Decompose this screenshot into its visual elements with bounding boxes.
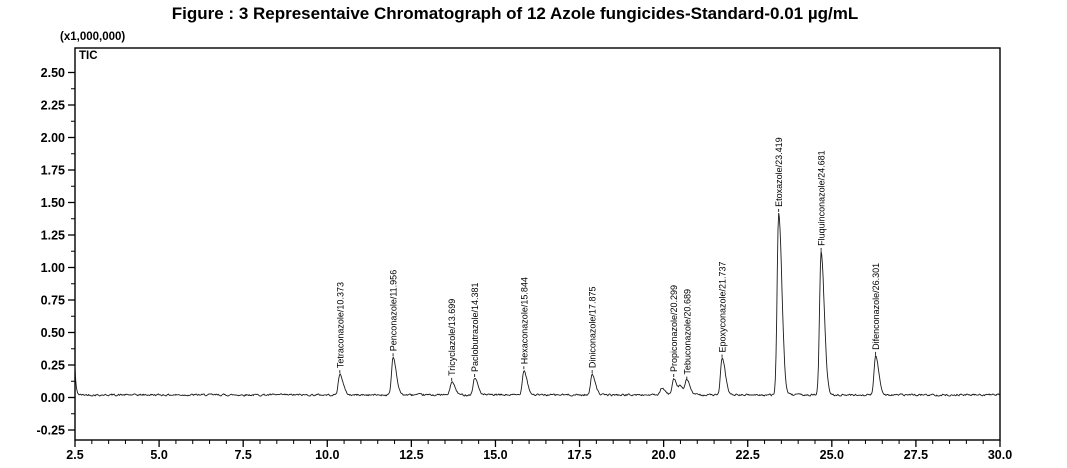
- peak-label: Difenconazole/26.301: [871, 263, 881, 350]
- y-axis-tick-label: 2.00: [41, 131, 65, 145]
- y-axis-tick-label: 0.75: [41, 294, 65, 308]
- x-axis-tick-label: 15.0: [483, 448, 507, 462]
- tic-trace: [74, 212, 1001, 397]
- peak-label: Epoxyconazole/21.737: [718, 261, 728, 352]
- y-axis-tick-label: 0.50: [41, 326, 65, 340]
- y-axis-tick-label: 1.50: [41, 196, 65, 210]
- x-axis-tick-label: 10.0: [315, 448, 339, 462]
- y-axis-tick-label: 2.50: [41, 66, 65, 80]
- plot-frame: [74, 47, 1001, 441]
- x-axis-tick-label: 12.5: [399, 448, 423, 462]
- peak-label: Tebuconazole/20.689: [682, 289, 692, 375]
- peak-label: Penconazole/11.956: [389, 270, 399, 351]
- y-axis-tick-label: 1.00: [41, 261, 65, 275]
- peak-label: Tricyclazole/13.699: [447, 299, 457, 376]
- peak-label: Fluquinconazole/24.681: [817, 150, 827, 246]
- x-axis-tick-label: 17.5: [567, 448, 591, 462]
- y-axis-multiplier-label: (x1,000,000): [60, 31, 126, 43]
- peak-label: Propiconazole/20.299: [669, 285, 679, 372]
- y-axis-tick-label: 0.00: [41, 391, 65, 405]
- y-axis-tick-label: 0.25: [41, 359, 65, 373]
- y-axis-tick-label: 2.25: [41, 99, 65, 113]
- peak-label: Paclobutrazole/14.381: [470, 282, 480, 372]
- figure-title: Figure : 3 Representaive Chromatograph o…: [171, 4, 859, 23]
- x-axis-tick-label: 7.5: [234, 448, 251, 462]
- x-axis-tick-label: 25.0: [820, 448, 844, 462]
- x-axis-tick-label: 30.0: [988, 448, 1012, 462]
- peak-label: Etoxazole/23.419: [774, 137, 784, 207]
- y-axis-tick-label: 1.75: [41, 164, 65, 178]
- x-axis-tick-label: 20.0: [651, 448, 675, 462]
- x-axis-tick-label: 27.5: [904, 448, 928, 462]
- x-axis-tick-label: 5.0: [150, 448, 167, 462]
- peak-label: Hexaconazole/15.844: [519, 277, 529, 364]
- y-axis-tick-label: -0.25: [37, 424, 66, 438]
- peak-label: Diniconazole/17.875: [588, 287, 598, 369]
- peak-label: Tetraconazole/10.373: [335, 282, 345, 368]
- trace-name-label: TIC: [79, 50, 98, 62]
- y-axis-tick-label: 1.25: [41, 229, 65, 243]
- x-axis-tick-label: 22.5: [736, 448, 760, 462]
- x-axis-tick-label: 2.5: [66, 448, 83, 462]
